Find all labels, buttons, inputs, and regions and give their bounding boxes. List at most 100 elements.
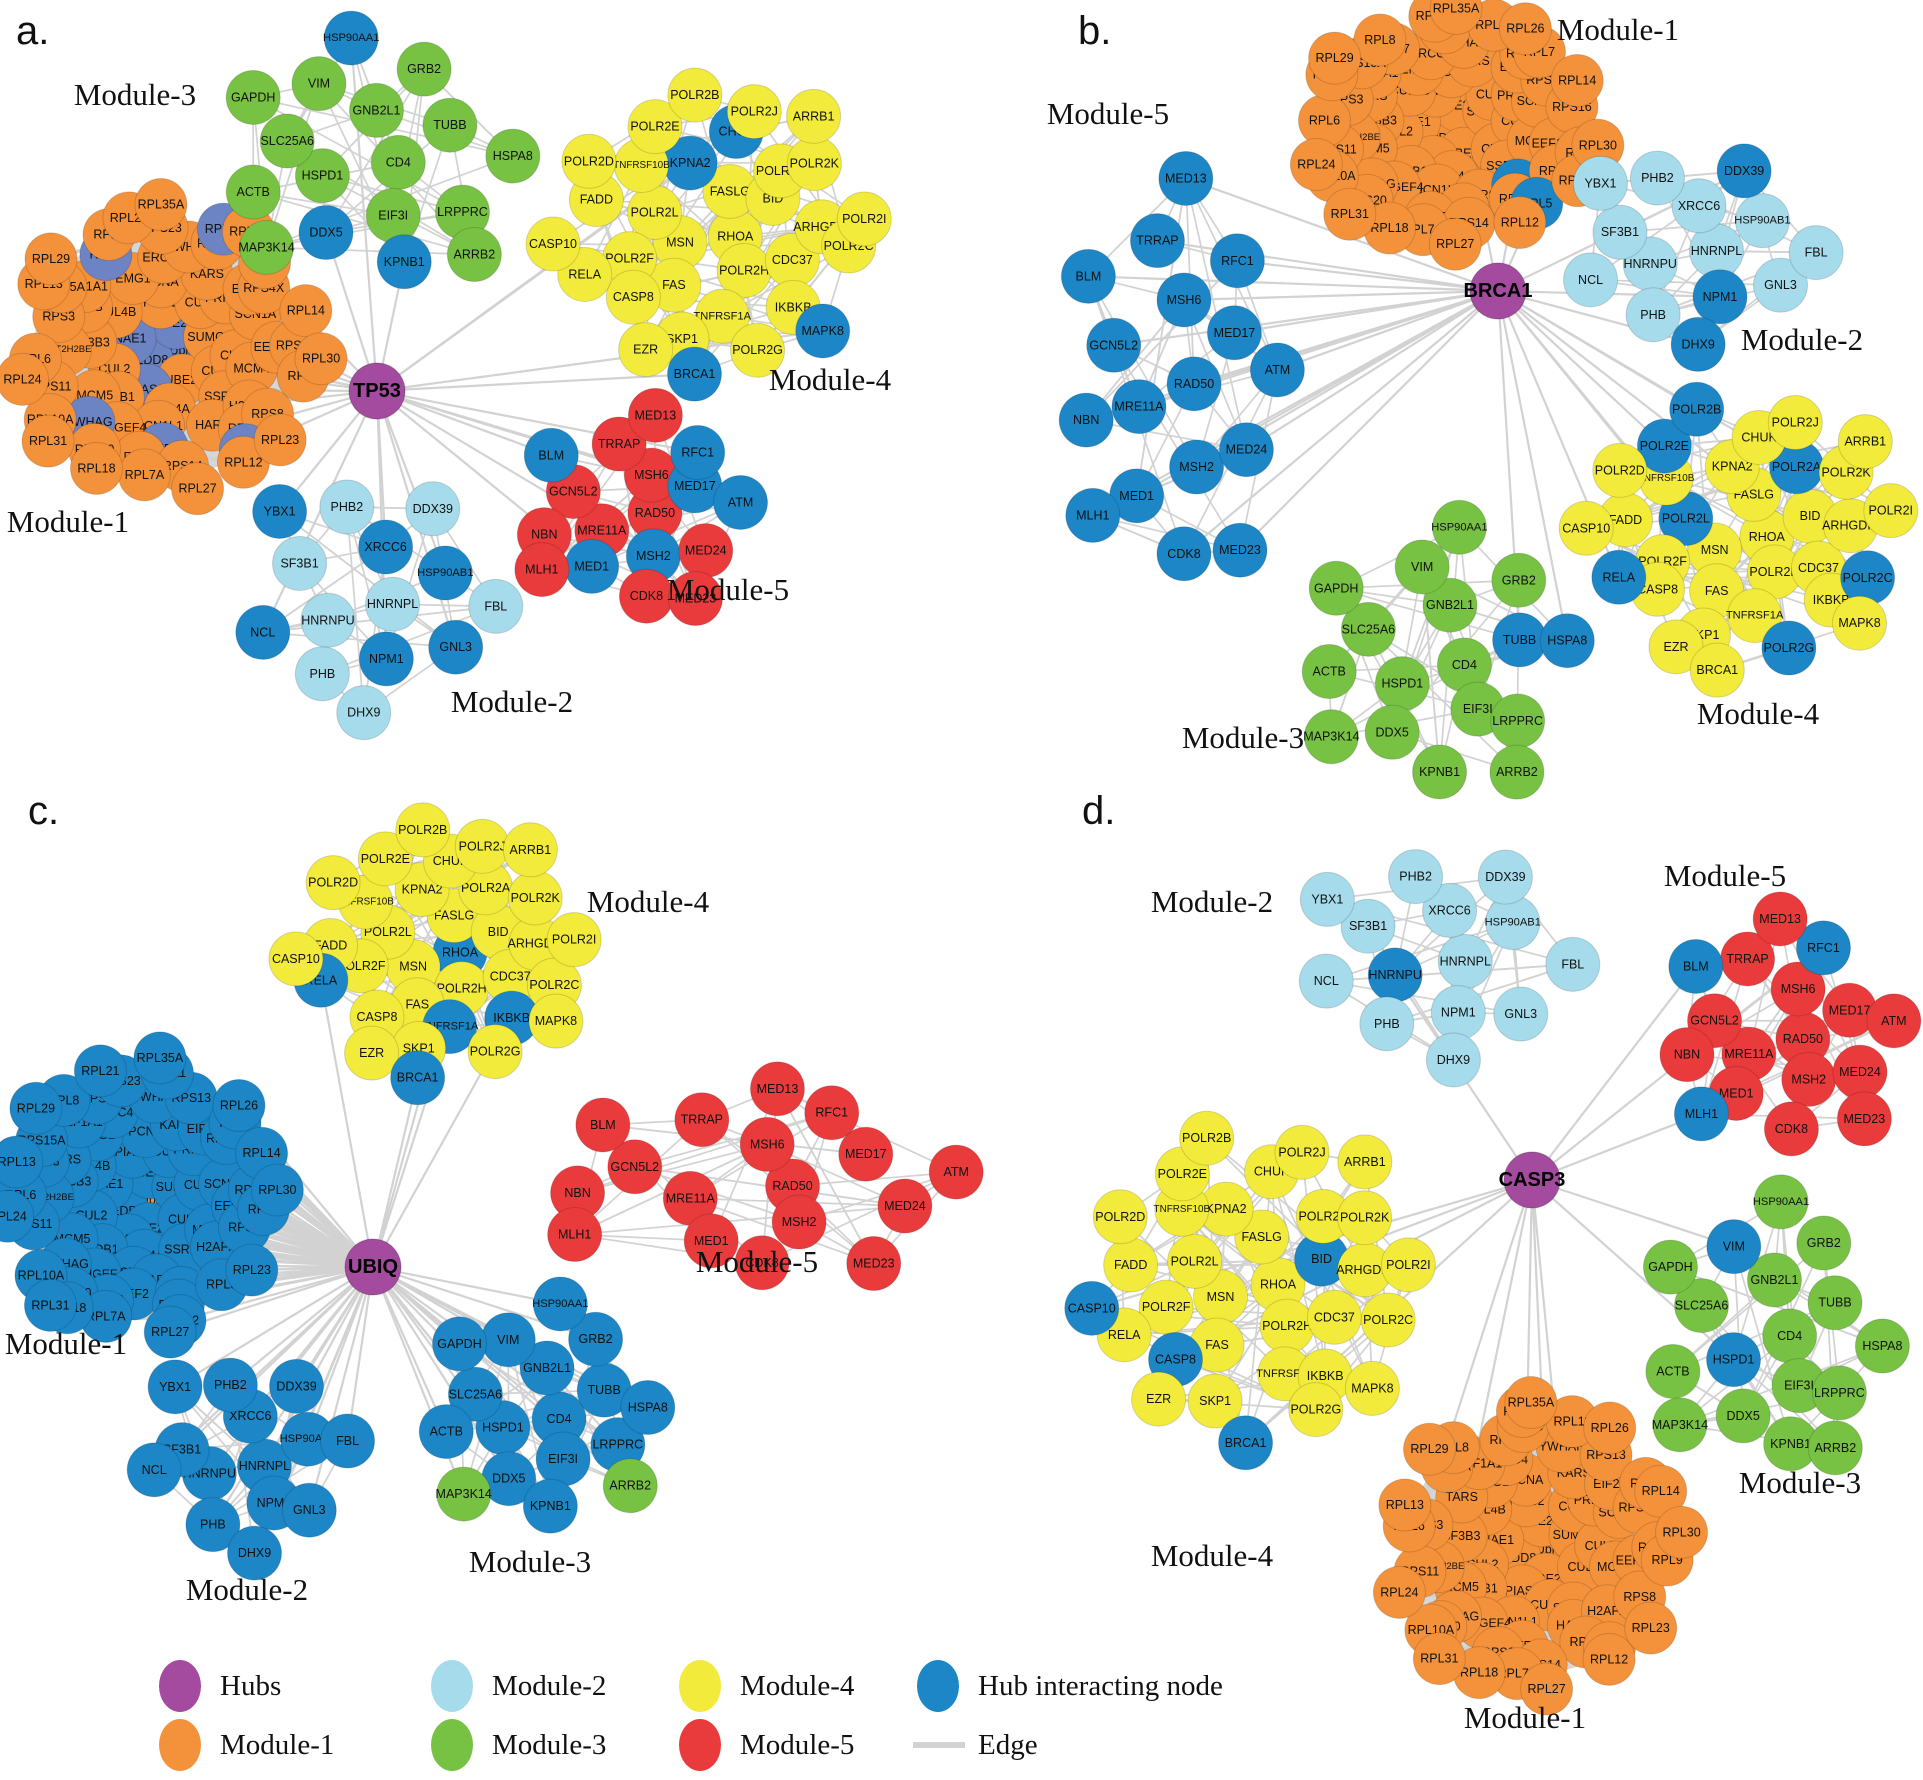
gene-label: FBL (336, 1434, 359, 1448)
gene-label: BLM (590, 1118, 616, 1132)
gene-node-SLC25A6: SLC25A6 (260, 114, 314, 168)
gene-label: EZR (1146, 1392, 1171, 1406)
gene-node-NPM1: NPM1 (1693, 270, 1747, 324)
gene-node-ACTB: ACTB (226, 165, 280, 219)
gene-node-MSH2: MSH2 (1782, 1052, 1836, 1106)
module-label-b: Module-3 (1182, 720, 1304, 755)
gene-node-GAPDH: GAPDH (1643, 1240, 1697, 1294)
gene-node-GRB2: GRB2 (1797, 1216, 1851, 1270)
gene-node-ATM: ATM (1867, 994, 1921, 1048)
gene-node-CASP10: CASP10 (1065, 1281, 1119, 1335)
gene-label: POLR2C (1843, 571, 1893, 585)
gene-label: FAS (662, 278, 686, 292)
gene-node-RPL27: RPL27 (1429, 218, 1481, 270)
module-label-d: Module-4 (1151, 1538, 1274, 1573)
gene-node-BRCA1: BRCA1 (391, 1051, 445, 1105)
gene-node-TRRAP: TRRAP (675, 1093, 729, 1147)
gene-label: POLR2F (1142, 1300, 1191, 1314)
module-d-module-5: RAD50MRE11AMSH6MSH2GCN5L2MED17MED1TRRAPM… (1660, 892, 1921, 1156)
gene-label: MED13 (1165, 171, 1207, 185)
gene-label: RPL31 (1331, 207, 1369, 221)
gene-label: MRE11A (666, 1191, 716, 1205)
gene-label: RPL18 (1460, 1666, 1498, 1680)
gene-label: HSP90AA1 (532, 1298, 588, 1310)
gene-node-YBX1: YBX1 (148, 1360, 202, 1414)
gene-label: POLR2D (308, 876, 358, 890)
gene-label: RPL13 (0, 1155, 36, 1169)
gene-node-MED23: MED23 (847, 1237, 901, 1291)
gene-node-YBX1: YBX1 (1573, 156, 1627, 210)
gene-label: NCL (1314, 974, 1339, 988)
gene-label: DHX9 (1437, 1053, 1470, 1067)
gene-node-ACTB: ACTB (1302, 645, 1356, 699)
gene-node-MSH2: MSH2 (1170, 440, 1224, 494)
gene-node-MED24: MED24 (679, 524, 733, 578)
gene-label: MLH1 (558, 1228, 591, 1242)
gene-node-RPL27: RPL27 (172, 463, 224, 515)
gene-node-POLR2D: POLR2D (562, 134, 616, 188)
gene-label: SLC25A6 (1675, 1299, 1729, 1313)
gene-label: YBX1 (264, 504, 296, 518)
gene-label: MSH6 (1167, 293, 1202, 307)
gene-node-EIF3I: EIF3I (536, 1432, 590, 1486)
gene-label: RAD50 (772, 1179, 812, 1193)
legend-label: Hubs (220, 1670, 281, 1702)
gene-label: RPL27 (151, 1325, 189, 1339)
gene-label: DDX39 (413, 502, 453, 516)
gene-node-KPNB1: KPNB1 (523, 1479, 577, 1533)
gene-node-YBX1: YBX1 (1300, 872, 1354, 926)
gene-label: HSPD1 (302, 169, 344, 183)
gene-label: POLR2B (1672, 402, 1721, 416)
gene-node-CDK8: CDK8 (619, 569, 673, 623)
gene-label: EIF3I (378, 208, 408, 222)
gene-node-FBL: FBL (469, 579, 523, 633)
gene-label: MAP3K14 (1652, 1418, 1708, 1432)
gene-node-YBX1: YBX1 (253, 484, 307, 538)
panel-letter-d: d. (1082, 789, 1115, 833)
gene-node-MAPK8: MAPK8 (1345, 1361, 1399, 1415)
gene-label: LRPPRC (1814, 1386, 1865, 1400)
gene-node-RPL18: RPL18 (70, 442, 122, 494)
gene-node-RPL35A: RPL35A (135, 179, 187, 231)
legend-label: Module-4 (740, 1670, 855, 1702)
gene-label: GNB2L1 (353, 103, 401, 117)
gene-label: RAD50 (1174, 377, 1214, 391)
gene-label: RPL27 (178, 482, 216, 496)
gene-node-PHB2: PHB2 (203, 1358, 257, 1412)
gene-node-MED13: MED13 (1159, 151, 1213, 205)
gene-node-RPL8: RPL8 (1354, 14, 1406, 66)
gene-node-VIM: VIM (1395, 540, 1449, 594)
module-a-module-3: CD4HSPD1GNB2L1EIF3ISLC25A6TUBBDDX5VIMLRP… (226, 11, 540, 289)
gene-label: MSH6 (750, 1137, 785, 1151)
gene-label: VIM (308, 77, 330, 91)
gene-node-HNRNPU: HNRNPU (1368, 948, 1422, 1002)
module-label-c: Module-1 (5, 1326, 127, 1361)
gene-label: RPL12 (1501, 216, 1539, 230)
gene-label: ACTB (1656, 1364, 1689, 1378)
gene-label: POLR2L (1171, 1254, 1219, 1268)
gene-node-ACTB: ACTB (419, 1405, 473, 1459)
gene-label: RPL14 (1558, 73, 1596, 87)
gene-label: BID (488, 925, 509, 939)
gene-label: RHOA (1749, 530, 1786, 544)
gene-node-HSP90AA1: HSP90AA1 (323, 11, 379, 65)
module-label-d: Module-2 (1151, 884, 1273, 919)
gene-node-NCL: NCL (236, 605, 290, 659)
gene-node-PHB2: PHB2 (1389, 850, 1443, 904)
gene-node-HSP90AB1: HSP90AB1 (1734, 194, 1790, 248)
gene-label: TUBB (1503, 633, 1536, 647)
gene-label: RPL8 (1364, 33, 1395, 47)
gene-label: DDX39 (1485, 870, 1525, 884)
gene-label: XRCC6 (1428, 903, 1470, 917)
gene-node-GAPDH: GAPDH (226, 70, 280, 124)
gene-label: RPL26 (1506, 22, 1544, 36)
gene-node-EZR: EZR (345, 1026, 399, 1080)
gene-node-RAD50: RAD50 (1167, 357, 1221, 411)
gene-label: POLR2J (459, 839, 506, 853)
gene-label: RPL13 (1386, 1498, 1424, 1512)
gene-label: RPL29 (32, 252, 70, 266)
gene-label: FBL (1805, 246, 1828, 260)
gene-label: GNL3 (1504, 1007, 1537, 1021)
